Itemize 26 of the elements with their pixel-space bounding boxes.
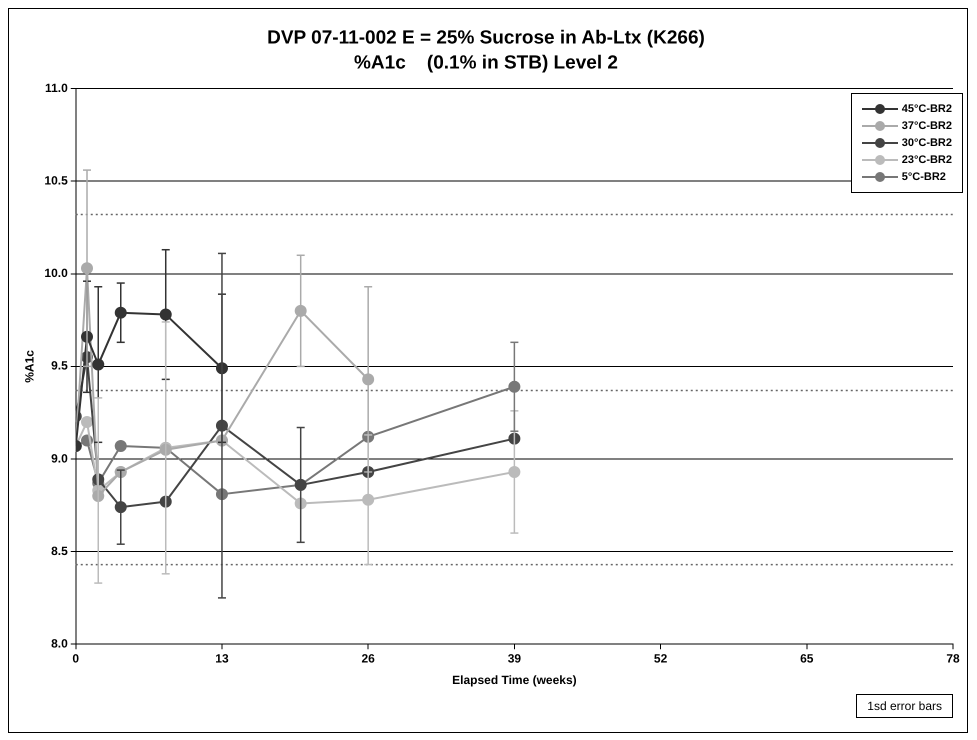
legend-label: 23°C-BR2 bbox=[902, 154, 952, 166]
text: 1sd error bars bbox=[856, 694, 953, 718]
y-tick-label: 8.5 bbox=[51, 544, 68, 558]
legend-label: 37°C-BR2 bbox=[902, 120, 952, 132]
legend-label: 5°C-BR2 bbox=[902, 171, 946, 183]
x-axis-title: Elapsed Time (weeks) bbox=[452, 673, 577, 688]
chart-subtitle: %A1c (0.1% in STB) Level 2 bbox=[354, 52, 618, 74]
y-tick-label: 11.0 bbox=[45, 80, 68, 95]
y-tick-label: 9.5 bbox=[51, 358, 68, 373]
y-axis-title: %A1c bbox=[22, 350, 37, 383]
y-tick-label: 10.5 bbox=[44, 174, 68, 188]
y-tick-label: 9.0 bbox=[51, 451, 68, 466]
x-tick-label: 52 bbox=[654, 652, 668, 666]
x-tick-label: 0 bbox=[72, 652, 80, 666]
x-tick-label: 13 bbox=[215, 652, 229, 666]
y-tick-label: 8.0 bbox=[51, 636, 68, 651]
x-tick-label: 39 bbox=[508, 652, 522, 666]
point bbox=[81, 416, 93, 428]
x-tick-label: 26 bbox=[361, 652, 376, 666]
chart-title: DVP 07-11-002 E = 25% Sucrose in Ab-Ltx (K266) bbox=[267, 28, 705, 49]
point bbox=[114, 440, 127, 452]
legend-label: 45°C-BR2 bbox=[902, 103, 952, 115]
x-tick-label: 78 bbox=[946, 652, 960, 666]
legend-label: 30°C-BR2 bbox=[902, 137, 952, 149]
x-tick-label: 65 bbox=[800, 652, 814, 666]
y-tick-label: 10.0 bbox=[44, 266, 68, 280]
